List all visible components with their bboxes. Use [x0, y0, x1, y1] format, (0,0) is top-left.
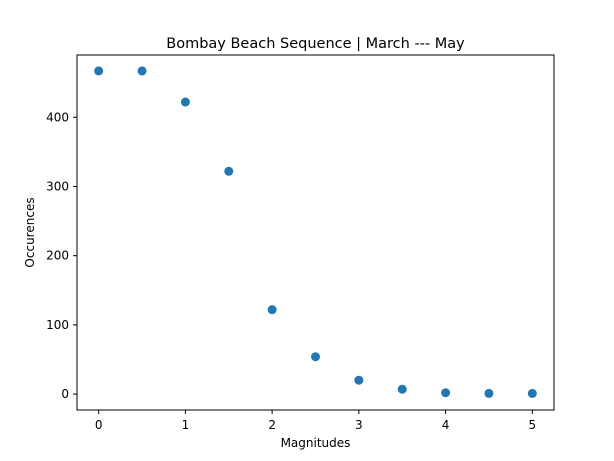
y-tick-label: 200 [46, 249, 69, 263]
y-axis: 0 100 200 300 400 [46, 110, 77, 401]
data-point [354, 375, 364, 385]
x-tick-label: 2 [268, 418, 276, 432]
x-tick-label: 1 [182, 418, 190, 432]
x-axis-label: Magnitudes [281, 436, 351, 450]
x-axis: 0 1 2 3 4 5 [95, 410, 536, 432]
data-point [267, 305, 277, 315]
y-tick-label: 100 [46, 318, 69, 332]
y-tick-label: 400 [46, 110, 69, 124]
data-point [224, 166, 234, 176]
chart-title: Bombay Beach Sequence | March --- May [166, 36, 465, 52]
data-point [527, 388, 537, 398]
x-tick-label: 5 [528, 418, 536, 432]
data-point [441, 388, 451, 398]
x-tick-label: 0 [95, 418, 103, 432]
data-points [94, 66, 537, 398]
data-point [137, 66, 147, 76]
x-tick-label: 3 [355, 418, 363, 432]
x-tick-label: 4 [442, 418, 450, 432]
data-point [484, 388, 494, 398]
plot-area-frame [76, 54, 555, 411]
data-point [180, 97, 190, 107]
data-point [311, 352, 320, 362]
y-tick-label: 300 [46, 179, 69, 193]
data-point [94, 66, 104, 76]
y-tick-label: 0 [61, 387, 69, 401]
y-axis-label: Occurences [23, 197, 37, 267]
data-point [397, 384, 407, 394]
